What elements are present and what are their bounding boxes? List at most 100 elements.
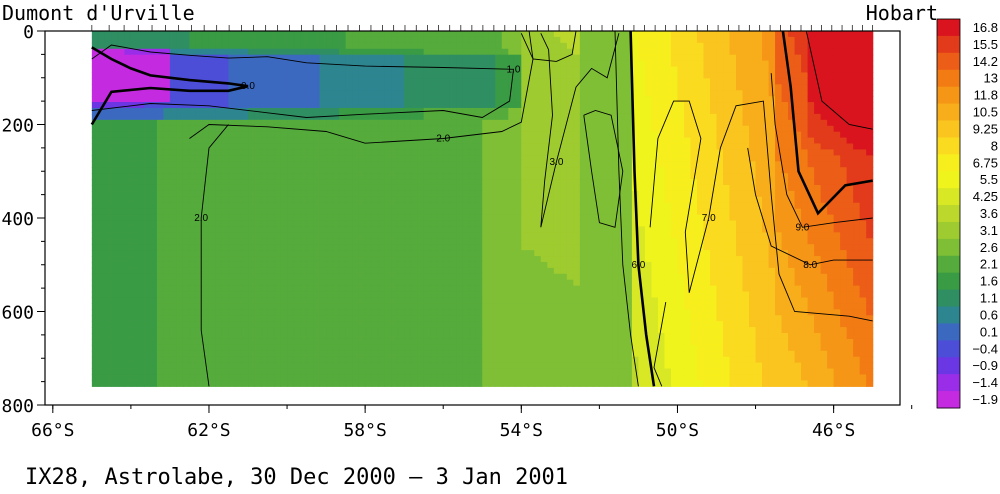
- field-cell: [339, 102, 347, 109]
- field-cell: [267, 119, 275, 127]
- field-cell: [104, 125, 112, 133]
- field-cell: [430, 36, 438, 44]
- field-cell: [521, 226, 529, 233]
- field-cell: [579, 84, 587, 91]
- field-cell: [339, 137, 347, 145]
- field-cell: [404, 226, 412, 233]
- field-cell: [163, 291, 171, 299]
- field-cell: [378, 250, 386, 257]
- field-cell: [104, 66, 112, 74]
- field-cell: [358, 60, 366, 68]
- field-cell: [560, 31, 568, 38]
- field-cell: [456, 279, 464, 287]
- field-cell: [625, 214, 633, 222]
- field-cell: [501, 380, 509, 387]
- field-cell: [469, 327, 477, 334]
- field-cell: [534, 161, 542, 168]
- field-cell: [339, 256, 347, 263]
- field-cell: [215, 244, 223, 251]
- field-cell: [267, 303, 275, 310]
- field-cell: [417, 48, 425, 56]
- field-cell: [319, 350, 327, 358]
- field-cell: [150, 202, 158, 210]
- field-cell: [482, 66, 490, 74]
- field-cell: [521, 54, 529, 62]
- field-cell: [280, 291, 288, 299]
- field-cell: [605, 54, 613, 62]
- field-cell: [404, 84, 412, 91]
- field-cell: [501, 297, 509, 304]
- field-cell: [566, 356, 574, 364]
- field-cell: [417, 333, 425, 340]
- field-cell: [124, 285, 132, 293]
- field-cell: [592, 125, 600, 133]
- field-cell: [261, 232, 269, 239]
- field-cell: [137, 309, 145, 316]
- field-cell: [176, 72, 184, 79]
- field-cell: [111, 119, 119, 127]
- field-cell: [117, 96, 125, 103]
- field-cell: [352, 297, 360, 304]
- field-cell: [495, 380, 503, 387]
- field-cell: [540, 232, 548, 239]
- field-cell: [378, 303, 386, 310]
- field-cell: [612, 119, 620, 127]
- field-cell: [371, 84, 379, 91]
- field-cell: [397, 321, 405, 328]
- field-cell: [124, 107, 132, 115]
- field-cell: [163, 273, 171, 281]
- field-cell: [182, 214, 191, 222]
- field-cell: [423, 113, 431, 121]
- field-cell: [156, 190, 165, 198]
- field-cell: [456, 48, 464, 56]
- field-cell: [618, 54, 627, 62]
- field-cell: [150, 149, 158, 156]
- field-cell: [501, 31, 509, 38]
- field-cell: [274, 137, 282, 145]
- field-cell: [449, 315, 457, 322]
- field-cell: [267, 256, 275, 263]
- field-cell: [547, 202, 555, 210]
- field-cell: [404, 327, 412, 334]
- field-cell: [449, 309, 457, 316]
- field-cell: [566, 309, 574, 316]
- field-cell: [436, 368, 444, 376]
- field-cell: [235, 238, 243, 245]
- field-cell: [287, 303, 295, 310]
- field-cell: [345, 161, 353, 168]
- field-cell: [280, 96, 288, 103]
- field-cell: [124, 309, 132, 316]
- field-cell: [586, 107, 594, 115]
- field-cell: [599, 256, 607, 263]
- field-cell: [449, 356, 457, 364]
- field-cell: [117, 54, 125, 62]
- field-cell: [98, 31, 106, 38]
- field-cell: [143, 119, 152, 127]
- field-cell: [202, 84, 210, 91]
- field-cell: [475, 54, 483, 62]
- field-cell: [235, 374, 243, 381]
- field-cell: [397, 96, 405, 103]
- field-cell: [566, 338, 574, 346]
- field-cell: [553, 214, 561, 222]
- field-cell: [365, 374, 373, 381]
- field-cell: [625, 66, 633, 74]
- field-cell: [521, 338, 529, 346]
- field-cell: [397, 220, 405, 228]
- field-cell: [534, 137, 542, 145]
- field-cell: [553, 232, 561, 239]
- field-cell: [612, 273, 620, 281]
- field-cell: [326, 155, 334, 162]
- field-cell: [625, 137, 633, 145]
- field-cell: [195, 380, 204, 387]
- field-cell: [449, 303, 457, 310]
- field-cell: [358, 96, 366, 103]
- field-cell: [267, 143, 275, 151]
- field-cell: [332, 84, 340, 91]
- field-cell: [274, 214, 282, 222]
- field-cell: [189, 36, 197, 44]
- field-cell: [475, 327, 483, 334]
- field-cell: [306, 303, 314, 310]
- field-cell: [462, 279, 470, 287]
- field-cell: [274, 66, 282, 74]
